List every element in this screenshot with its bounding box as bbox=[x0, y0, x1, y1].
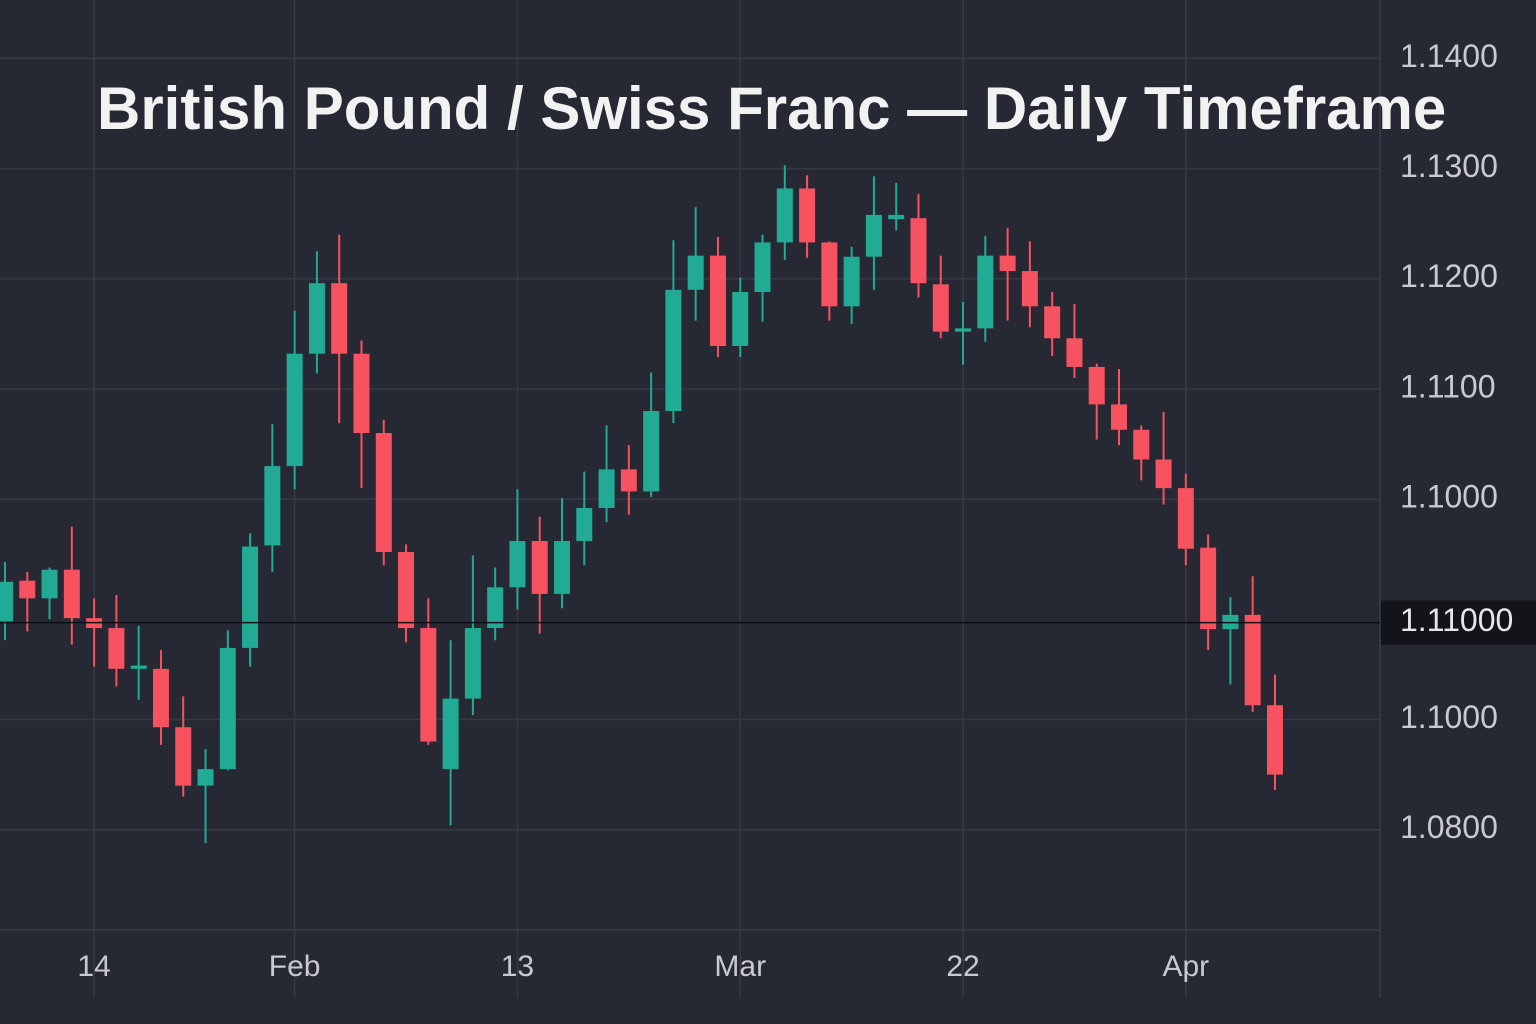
y-tick-label: 1.1000 bbox=[1400, 699, 1498, 735]
candle-body bbox=[398, 552, 415, 629]
candle-body bbox=[41, 569, 58, 599]
last-price-label: 1.11000 bbox=[1400, 602, 1513, 638]
candle-body bbox=[130, 665, 147, 669]
candle-body bbox=[353, 353, 370, 434]
candle-body bbox=[531, 541, 548, 594]
candle-body bbox=[865, 214, 882, 257]
candle-body bbox=[955, 328, 972, 332]
candle-body bbox=[1133, 429, 1150, 460]
candle-body bbox=[1177, 488, 1194, 549]
candle-body bbox=[776, 188, 793, 243]
candle-body bbox=[442, 698, 459, 770]
last-price-box bbox=[1381, 600, 1536, 645]
candle-body bbox=[821, 242, 838, 307]
candle-body bbox=[63, 569, 80, 619]
candle-body bbox=[1244, 614, 1261, 706]
candle-body bbox=[643, 411, 660, 492]
candle-body bbox=[1266, 705, 1283, 775]
y-tick-label: 1.1300 bbox=[1400, 148, 1498, 184]
candle-body bbox=[509, 541, 526, 588]
y-tick-label: 1.0800 bbox=[1400, 809, 1498, 845]
candle-body bbox=[108, 628, 125, 669]
x-tick-label: 22 bbox=[946, 950, 979, 983]
candle-body bbox=[1111, 404, 1127, 430]
candle-body bbox=[1021, 271, 1038, 307]
candle-body bbox=[799, 188, 816, 243]
y-tick-label: 1.1100 bbox=[1400, 368, 1496, 404]
candle-body bbox=[1044, 306, 1061, 339]
x-tick-label: 14 bbox=[77, 950, 110, 983]
candle-body bbox=[754, 242, 771, 293]
candle-body bbox=[932, 284, 949, 332]
candle-body bbox=[709, 255, 726, 346]
candle-body bbox=[1088, 366, 1105, 405]
candle-body bbox=[331, 283, 348, 354]
chart-title: British Pound / Swiss Franc — Daily Time… bbox=[97, 75, 1446, 142]
candle-body bbox=[375, 433, 392, 553]
candle-body bbox=[197, 769, 214, 786]
candle-body bbox=[487, 587, 504, 629]
candle-body bbox=[576, 507, 593, 542]
candle-body bbox=[1200, 547, 1217, 630]
candle-body bbox=[242, 546, 259, 648]
y-tick-label: 1.1200 bbox=[1400, 258, 1498, 294]
candle-body bbox=[1155, 459, 1172, 489]
candle-body bbox=[19, 580, 36, 599]
candle-body bbox=[665, 289, 682, 412]
candle-body bbox=[286, 353, 303, 467]
y-tick-label: 1.1000 bbox=[1400, 479, 1498, 515]
candle-body bbox=[910, 218, 927, 284]
y-tick-label: 1.1400 bbox=[1400, 38, 1498, 74]
x-tick-label: Mar bbox=[714, 950, 766, 983]
candle-body bbox=[308, 283, 325, 354]
plot: 1.1400 1.1300 1.1200 1.1100 1.1000 1.1000 1.08… bbox=[0, 0, 1536, 998]
candle-body bbox=[152, 668, 169, 728]
x-tick-label: 13 bbox=[501, 950, 534, 983]
candle-body bbox=[598, 469, 615, 508]
candle-body bbox=[219, 647, 236, 770]
candle-body bbox=[888, 214, 905, 220]
candle-body bbox=[620, 469, 637, 492]
candle-body bbox=[175, 727, 192, 786]
candle-body bbox=[420, 628, 437, 742]
candle-body bbox=[999, 255, 1016, 272]
candle-body bbox=[0, 581, 13, 622]
candle-body bbox=[1066, 338, 1083, 367]
candle-body bbox=[554, 541, 570, 594]
candle-body bbox=[732, 292, 749, 346]
candle-body bbox=[464, 628, 481, 699]
candle-body bbox=[977, 255, 994, 329]
candle-body bbox=[264, 466, 281, 546]
candle-body bbox=[843, 256, 860, 307]
x-tick-label: Apr bbox=[1162, 950, 1209, 983]
candle-body bbox=[687, 255, 704, 290]
x-tick-label: Feb bbox=[269, 950, 321, 983]
